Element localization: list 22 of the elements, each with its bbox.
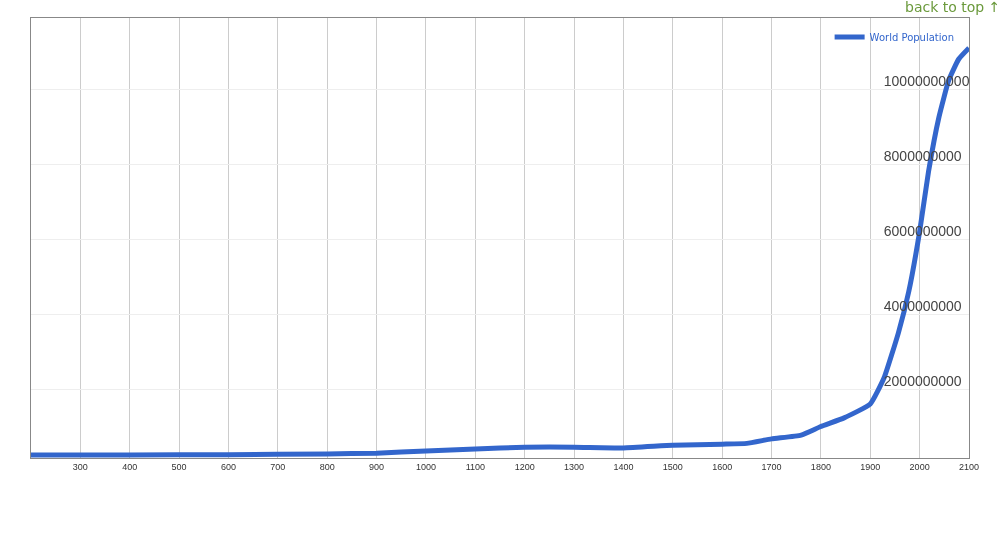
x-tick-label: 900 — [369, 461, 385, 472]
legend-label: World Population — [869, 31, 954, 43]
x-tick-label: 1100 — [465, 461, 485, 472]
x-tick-label: 1800 — [810, 461, 831, 472]
x-tick-label: 300 — [72, 461, 88, 472]
x-tick-label: 500 — [171, 461, 187, 472]
x-tick-label: 600 — [220, 461, 236, 472]
x-tick-label: 1700 — [761, 461, 782, 472]
x-tick-label: 1500 — [662, 461, 683, 472]
x-tick-label: 700 — [270, 461, 286, 472]
y-tick-label: 2000000000 — [883, 372, 962, 389]
x-tick-label: 1300 — [564, 461, 585, 472]
x-tick-label: 2100 — [958, 461, 980, 472]
x-tick-label: 1200 — [514, 461, 535, 472]
x-tick-label: 400 — [122, 461, 138, 472]
x-tick-label: 1000 — [415, 461, 436, 472]
text: back to top ↑ — [905, 0, 1001, 15]
x-tick-label: 1900 — [860, 461, 881, 472]
x-tick-label: 1600 — [712, 461, 733, 472]
x-tick-label: 800 — [319, 461, 335, 472]
x-tick-label: 2000 — [909, 461, 930, 472]
x-tick-label: 1400 — [613, 461, 634, 472]
